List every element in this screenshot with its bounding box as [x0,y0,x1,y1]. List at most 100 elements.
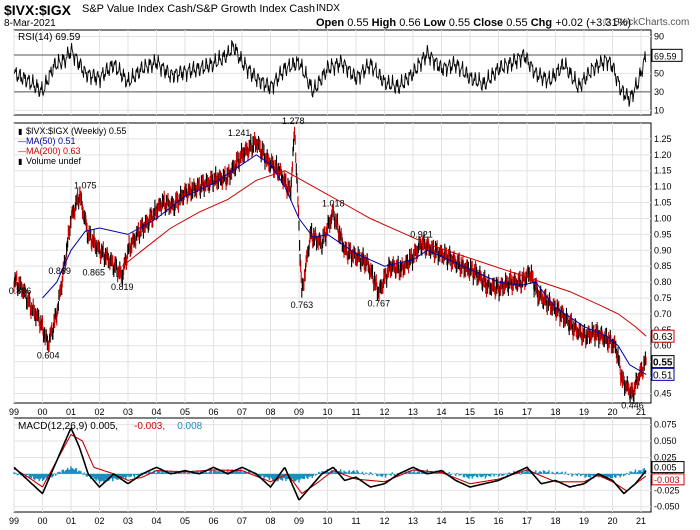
price-x-tick-label: 09 [294,407,304,417]
close-value: 0.55 [506,17,528,29]
chg-value: +0.02 (+3.31%) [555,17,632,29]
macd-x-tick-label: 20 [608,516,618,526]
price-y-tick-label: 0.60 [654,341,672,351]
price-annotation: 1.278 [282,116,305,126]
price-x-tick-label: 16 [494,407,504,417]
price-y-tick-label: 1.10 [654,182,672,192]
macd-x-tick-label: 02 [94,516,104,526]
price-annotation: 1.018 [322,199,345,209]
price-x-tick-label: 02 [94,407,104,417]
low-label: Low [423,17,446,29]
price-legend-swatch: ▮ [18,127,22,136]
price-x-tick-label: 18 [551,407,561,417]
macd-x-tick-label: 19 [579,516,589,526]
price-bars-down [13,126,647,400]
macd-x-tick-label: 07 [237,516,247,526]
price-legend-swatch: — [18,147,26,156]
price-x-tick-label: 21 [636,407,646,417]
price-x-tick-label: 13 [408,407,418,417]
macd-legend-text: 0.008 [177,421,202,432]
price-x-tick-label: 05 [180,407,190,417]
high-value: 0.56 [399,17,421,29]
price-tag [651,367,675,381]
price-x-tick-label: 12 [380,407,390,417]
price-annotation: 0.921 [410,230,433,240]
macd-x-tick-label: 17 [522,516,532,526]
macd-x-tick-label: 21 [636,516,646,526]
macd-x-tick-label: 05 [180,516,190,526]
price-annotation: 0.806 [9,286,32,296]
symbol-title: $IVX:$IGX [4,2,71,18]
macd-x-tick-label: 13 [408,516,418,526]
low-value: 0.55 [448,17,471,29]
macd-x-tick-label: 15 [465,516,475,526]
price-annotation: 0.604 [37,350,60,360]
macd-x-tick-label: 03 [123,516,133,526]
price-annotation: 0.446 [621,401,644,411]
exchange-label: INDX [316,3,340,14]
price-y-tick-label: 1.00 [654,213,672,223]
price-annotation: 0.763 [291,300,314,310]
rsi-y-tick-label: 10 [654,105,664,115]
price-y-tick-label: 1.25 [654,134,672,144]
macd-x-tick-label: 10 [323,516,333,526]
macd-tag [651,461,685,474]
price-y-tick-label: 0.75 [654,293,672,303]
macd-x-tick-label: 06 [209,516,219,526]
price-x-tick-label: 01 [66,407,76,417]
high-label: High [371,17,397,29]
watermark: © StockCharts.com [603,17,690,28]
chart-date: 8-Mar-2021 [4,18,56,29]
rsi-value-tag [651,48,683,62]
macd-x-tick-label: 99 [9,516,19,526]
price-x-tick-label: 03 [123,407,133,417]
price-y-tick-label: 0.70 [654,309,672,319]
price-x-tick-label: 19 [579,407,589,417]
price-x-tick-label: 07 [237,407,247,417]
macd-line [13,427,647,501]
macd-signal-line [13,433,647,495]
rsi-value-tag-text: 69.59 [654,51,677,61]
price-annotation: 0.767 [368,299,391,309]
price-x-tick-label: 06 [209,407,219,417]
price-legend-text: Volume undef [26,156,82,166]
price-y-tick-label: 0.95 [654,229,672,239]
price-legend-text: $IVX:$IGX (Weekly) 0.55 [26,126,126,136]
macd-x-tick-label: 04 [151,516,161,526]
price-y-tick-label: 0.85 [654,261,672,271]
price-x-tick-label: 14 [437,407,447,417]
price-annotation: 0.819 [111,282,134,292]
price-x-tick-label: 11 [351,407,360,417]
macd-y-tick-label: -0.025 [654,485,680,495]
macd-x-tick-label: 16 [494,516,504,526]
price-annotation: 0.869 [48,266,71,276]
open-value: 0.55 [347,17,369,29]
price-annotation: 1.075 [74,181,97,191]
macd-y-tick-label: -0.050 [654,502,680,512]
price-tag-text: 0.63 [653,332,673,343]
price-legend-text: MA(50) 0.51 [26,136,76,146]
macd-tag [651,473,685,486]
rsi-y-tick-label: 90 [654,31,664,41]
price-y-tick-label: 0.90 [654,245,672,255]
macd-legend-text: -0.003, [134,421,165,432]
price-x-tick-label: 20 [608,407,618,417]
price-y-tick-label: 0.80 [654,277,672,287]
macd-panel-frame [13,417,652,513]
price-y-tick-label: 1.05 [654,198,672,208]
price-x-tick-label: 17 [522,407,532,417]
close-label: Close [473,17,504,29]
price-tag-text: 0.51 [653,370,673,381]
price-y-tick-label: 1.20 [654,150,672,160]
macd-x-tick-label: 12 [380,516,390,526]
macd-x-tick-label: 09 [294,516,304,526]
macd-tag-text: 0.005 [654,463,677,473]
price-tag-text: 0.55 [653,358,673,369]
price-x-tick-label: 04 [151,407,161,417]
rsi-y-tick-label: 50 [654,68,664,78]
price-y-tick-label: 1.15 [654,166,672,176]
ma200-line [121,170,647,337]
price-tag [651,355,675,369]
price-legend-swatch: — [18,137,26,146]
